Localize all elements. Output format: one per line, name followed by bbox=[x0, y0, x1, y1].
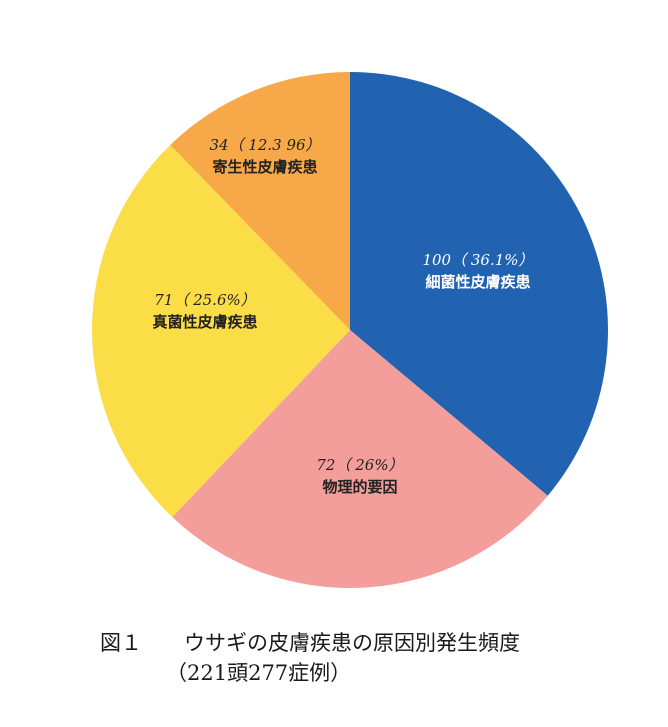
figure-title: ウサギの皮膚疾患の原因別発生頻度 bbox=[184, 631, 520, 655]
slice-count-label: 34（ 12.3 96） bbox=[209, 136, 320, 154]
figure-subtitle: （221頭277症例） bbox=[166, 661, 352, 685]
slice-name-label: 真菌性皮膚疾患 bbox=[152, 313, 257, 331]
slice-name-label: 物理的要因 bbox=[322, 478, 397, 496]
pie-slice bbox=[91, 145, 351, 518]
figure-caption: 図１ ウサギの皮膚疾患の原因別発生頻度 （221頭277症例） bbox=[100, 628, 520, 688]
pie-slice bbox=[350, 72, 608, 496]
pie-slice bbox=[172, 330, 548, 588]
pie-chart: 100（ 36.1%） 細菌性皮膚疾患 72（ 26%） 物理的要因 71（ 25.6%… bbox=[91, 72, 608, 588]
slice-name-label: 寄生性皮膚疾患 bbox=[212, 158, 317, 176]
pie-slice bbox=[170, 72, 350, 330]
slice-count-label: 71（ 25.6%） bbox=[154, 291, 256, 309]
slice-name-label: 細菌性皮膚疾患 bbox=[425, 273, 530, 291]
slice-count-label: 100（ 36.1%） bbox=[422, 251, 533, 269]
figure-label: 図１ bbox=[100, 631, 142, 655]
caption-title-line: 図１ ウサギの皮膚疾患の原因別発生頻度 bbox=[100, 628, 520, 658]
slice-count-label: 72（ 26%） bbox=[316, 456, 403, 474]
